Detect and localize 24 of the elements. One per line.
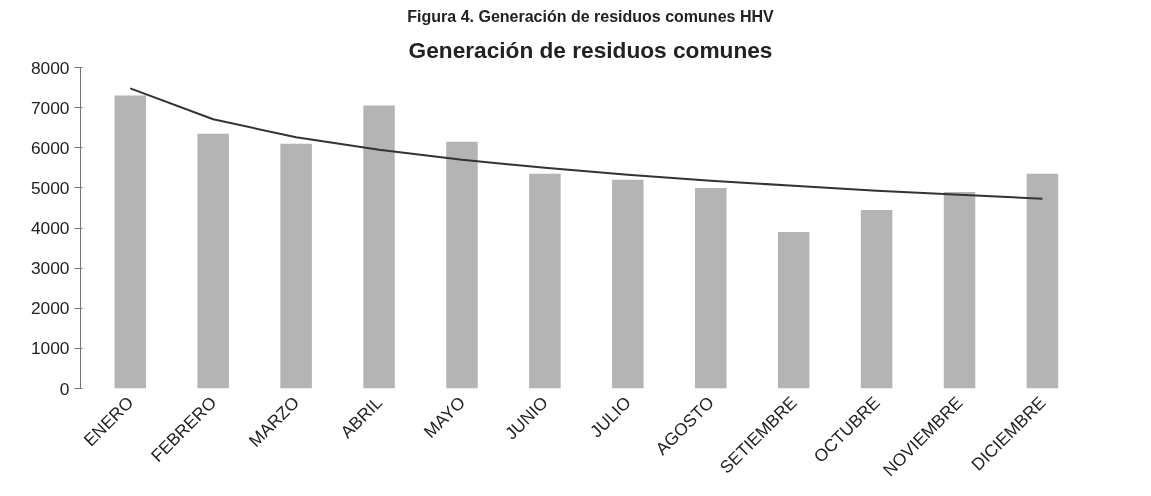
bar xyxy=(197,133,229,389)
bar xyxy=(363,105,395,389)
y-tick-label: 1000 xyxy=(30,338,70,359)
y-tick-label: 3000 xyxy=(30,258,70,279)
chart-title: Generación de residuos comunes xyxy=(408,36,773,63)
y-tick-label: 6000 xyxy=(30,137,70,158)
bar xyxy=(943,191,976,389)
y-tick-label: 4000 xyxy=(30,218,70,238)
bar xyxy=(114,95,147,389)
bar xyxy=(694,187,727,389)
bar xyxy=(777,232,810,389)
y-tick-label: 2000 xyxy=(30,298,70,319)
bar xyxy=(446,141,478,389)
y-tick-label: 0 xyxy=(59,378,70,399)
y-tick-label: 8000 xyxy=(30,57,70,78)
line-series xyxy=(129,87,1044,200)
y-tick-label: 5000 xyxy=(30,177,70,198)
text: Figura 4. Generación de residuos comunes HHV xyxy=(407,7,774,25)
bar xyxy=(860,209,893,389)
bar xyxy=(529,173,561,389)
bar xyxy=(1026,173,1059,389)
y-tick-label: 7000 xyxy=(30,97,70,118)
bar xyxy=(280,143,312,389)
bar xyxy=(612,179,644,389)
